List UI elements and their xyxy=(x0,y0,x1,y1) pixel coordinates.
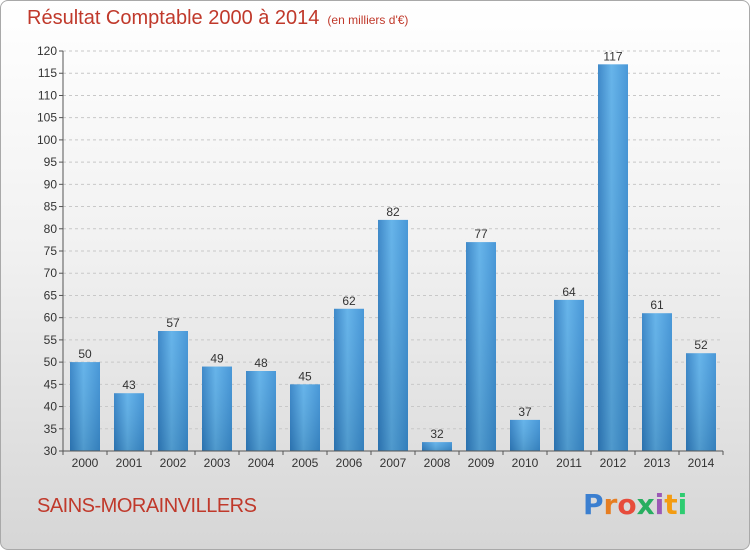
bar-shade xyxy=(70,362,100,451)
bar-shade xyxy=(642,313,672,451)
bar-shade xyxy=(290,384,320,451)
bar-shade xyxy=(246,371,276,451)
y-tick-label: 90 xyxy=(44,177,58,191)
bar-shade xyxy=(202,366,232,451)
y-tick-label: 30 xyxy=(44,444,58,458)
x-tick-label: 2013 xyxy=(644,456,671,470)
data-label: 45 xyxy=(298,369,312,383)
data-label: 82 xyxy=(386,205,400,219)
y-tick-label: 65 xyxy=(44,288,58,302)
bar-shade xyxy=(554,299,584,451)
data-label: 50 xyxy=(78,347,92,361)
data-label: 57 xyxy=(166,316,180,330)
y-tick-label: 80 xyxy=(44,222,58,236)
x-tick-label: 2014 xyxy=(688,456,715,470)
data-label: 49 xyxy=(210,352,224,366)
logo-letter: o xyxy=(617,488,637,521)
bar-shade xyxy=(114,393,144,451)
bar-shade xyxy=(510,419,540,451)
y-tick-label: 105 xyxy=(37,111,57,125)
logo-letter: P xyxy=(583,488,604,521)
y-tick-label: 115 xyxy=(38,66,57,80)
logo-letter: x xyxy=(636,488,655,521)
bar-shade xyxy=(334,308,364,451)
y-tick-label: 95 xyxy=(44,155,58,169)
y-axis: 30 35 40 45 50 55 60 65 70 75 80 85 90 95 100 105 110 115… xyxy=(37,44,64,458)
x-tick-label: 2001 xyxy=(116,456,143,470)
bar-shade xyxy=(378,219,408,451)
x-tick-label: 2008 xyxy=(424,456,451,470)
x-tick-label: 2012 xyxy=(600,456,627,470)
y-tick-label: 55 xyxy=(44,333,58,347)
y-tick-label: 70 xyxy=(44,266,58,280)
x-tick-label: 2009 xyxy=(468,456,495,470)
data-label: 77 xyxy=(474,227,488,241)
y-tick-label: 35 xyxy=(44,422,58,436)
y-tick-label: 40 xyxy=(44,400,58,414)
x-axis: 2000 2001 2002 2003 2004 2005 2006 2007 2008 2009… xyxy=(62,450,724,470)
data-label: 37 xyxy=(518,405,532,419)
y-tick-label: 120 xyxy=(37,44,57,58)
y-tick-label: 100 xyxy=(37,133,57,147)
data-label: 43 xyxy=(122,378,136,392)
bar-shade xyxy=(466,242,496,451)
x-tick-label: 2005 xyxy=(292,456,319,470)
y-tick-label: 45 xyxy=(44,377,58,391)
chart-title-text: Résultat Comptable 2000 à 2014 xyxy=(27,7,320,29)
x-tick-label: 2010 xyxy=(512,456,539,470)
chart-subtitle: (en milliers d'€) xyxy=(327,13,409,27)
logo-letter: i xyxy=(654,488,665,521)
data-label: 48 xyxy=(254,356,268,370)
y-tick-label: 50 xyxy=(44,355,58,369)
chart-title: Résultat Comptable 2000 à 2014 (en millie… xyxy=(27,7,408,30)
town-name: SAINS-MORAINVILLERS xyxy=(37,495,257,517)
bar-shade xyxy=(422,442,452,451)
data-label: 117 xyxy=(603,49,622,63)
x-tick-label: 2000 xyxy=(72,456,99,470)
logo-letter: r xyxy=(603,488,618,521)
x-tick-label: 2002 xyxy=(160,456,187,470)
bar-shade xyxy=(158,331,188,451)
y-tick-label: 60 xyxy=(44,311,58,325)
data-label: 62 xyxy=(342,294,356,308)
x-tick-label: 2003 xyxy=(204,456,231,470)
logo-letter: i xyxy=(677,488,688,521)
data-label: 61 xyxy=(650,298,664,312)
x-tick-label: 2006 xyxy=(336,456,363,470)
y-tick-label: 75 xyxy=(44,244,58,258)
x-tick-label: 2007 xyxy=(380,456,407,470)
data-label: 52 xyxy=(694,338,708,352)
x-tick-label: 2004 xyxy=(248,456,275,470)
bars: 50 43 57 49 48 45 62 82 32 77 37 64 117 61 52 xyxy=(70,49,716,452)
y-tick-label: 110 xyxy=(38,88,57,102)
data-label: 64 xyxy=(562,285,576,299)
data-label: 32 xyxy=(430,427,444,441)
bar-shade xyxy=(686,353,716,451)
bar-shade xyxy=(598,64,628,452)
proxiti-logo: Proxiti xyxy=(583,488,687,521)
y-tick-label: 85 xyxy=(44,200,58,214)
logo-letter: t xyxy=(664,488,678,521)
x-tick-label: 2011 xyxy=(556,456,582,470)
